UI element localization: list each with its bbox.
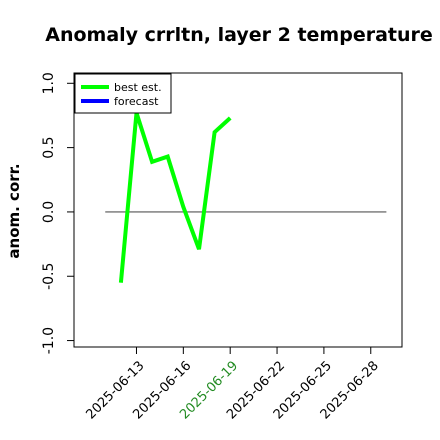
series-layer [118, 112, 232, 283]
legend-label-best-est: best est. [114, 81, 162, 94]
series-line-best-est [118, 112, 232, 283]
legend: best est. forecast [74, 73, 172, 114]
legend-box [74, 73, 172, 114]
legend-label-forecast: forecast [114, 95, 159, 108]
y-tick-label: -0.5 [41, 263, 57, 290]
y-tick-label: 0.0 [41, 201, 57, 223]
y-tick-label: -1.0 [41, 327, 57, 354]
axes: -1.0-0.50.00.51.02025-06-132025-06-16202… [41, 72, 387, 422]
y-tick-label: 1.0 [41, 72, 57, 94]
chart-title: Anomaly crrltn, layer 2 temperature [45, 24, 433, 46]
y-tick-label: 0.5 [41, 136, 57, 158]
plot-frame [73, 72, 403, 348]
